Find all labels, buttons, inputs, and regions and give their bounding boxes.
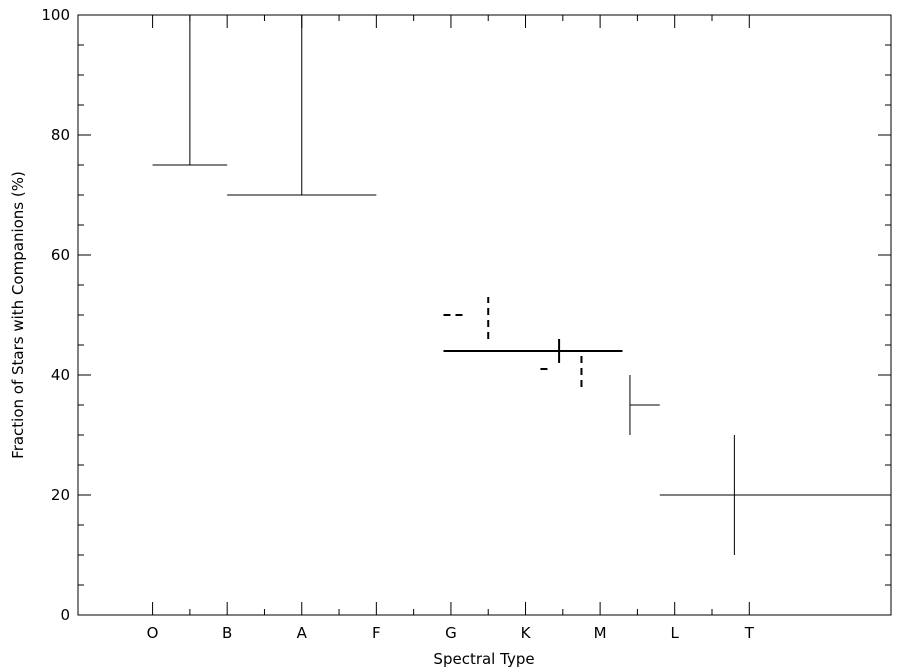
- data-marks: [152, 15, 891, 555]
- plot-frame: [77, 14, 892, 616]
- x-axis-title: Spectral Type: [433, 650, 534, 668]
- y-tick-label: 60: [51, 246, 70, 264]
- x-tick-label: T: [744, 624, 755, 642]
- x-tick-label: A: [297, 624, 308, 642]
- y-tick-label: 20: [51, 486, 70, 504]
- x-tick-label: B: [222, 624, 232, 642]
- y-axis-title: Fraction of Stars with Companions (%): [9, 171, 27, 459]
- y-tick-label: 40: [51, 366, 70, 384]
- x-tick-label: K: [521, 624, 532, 642]
- y-tick-label: 100: [41, 6, 70, 24]
- y-axis-ticks: 0 20 40 60 80 100: [41, 6, 891, 624]
- x-tick-label: G: [445, 624, 457, 642]
- x-tick-label: F: [372, 624, 381, 642]
- y-tick-label: 0: [60, 606, 70, 624]
- x-tick-label: L: [671, 624, 680, 642]
- x-tick-label: M: [594, 624, 607, 642]
- x-tick-label: O: [147, 624, 159, 642]
- y-tick-label: 80: [51, 126, 70, 144]
